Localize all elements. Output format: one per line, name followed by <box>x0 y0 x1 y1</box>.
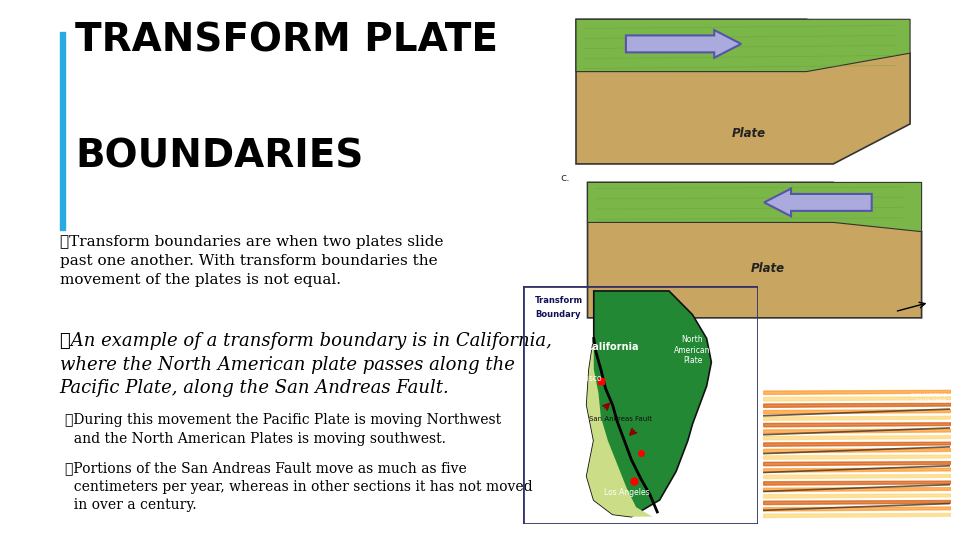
Text: Los Angeles: Los Angeles <box>604 488 650 497</box>
Text: c.: c. <box>561 173 570 183</box>
Text: BOUNDARIES: BOUNDARIES <box>75 138 363 176</box>
Text: California: California <box>586 342 639 353</box>
Polygon shape <box>588 183 922 318</box>
Text: San Francisco: San Francisco <box>548 374 601 383</box>
Text: ❖Transform boundaries are when two plates slide
past one another. With transform: ❖Transform boundaries are when two plate… <box>60 235 443 287</box>
Polygon shape <box>587 339 653 517</box>
Text: SAN ANDREAS
NEWS SITES: SAN ANDREAS NEWS SITES <box>911 393 947 404</box>
Text: ❖An example of a transform boundary is in California,
where the North American p: ❖An example of a transform boundary is i… <box>60 332 551 397</box>
FancyArrow shape <box>626 30 741 58</box>
Polygon shape <box>576 19 910 164</box>
Text: Transform: Transform <box>535 296 583 305</box>
Text: ❖Portions of the San Andreas Fault move as much as five
  centimeters per year, : ❖Portions of the San Andreas Fault move … <box>65 462 533 512</box>
Text: North
American
Plate: North American Plate <box>674 335 710 365</box>
Polygon shape <box>588 183 922 232</box>
Text: Boundary: Boundary <box>535 310 581 319</box>
Text: Plate: Plate <box>732 127 766 140</box>
Polygon shape <box>587 291 711 517</box>
Bar <box>60 32 65 230</box>
Text: TRANSFORM PLATE: TRANSFORM PLATE <box>75 22 498 59</box>
Polygon shape <box>576 19 910 72</box>
FancyArrow shape <box>764 188 872 216</box>
Text: ❖During this movement the Pacific Plate is moving Northwest
  and the North Amer: ❖During this movement the Pacific Plate … <box>65 413 501 446</box>
Text: San Andreas Fault: San Andreas Fault <box>589 416 652 422</box>
Text: Plate: Plate <box>751 262 785 275</box>
